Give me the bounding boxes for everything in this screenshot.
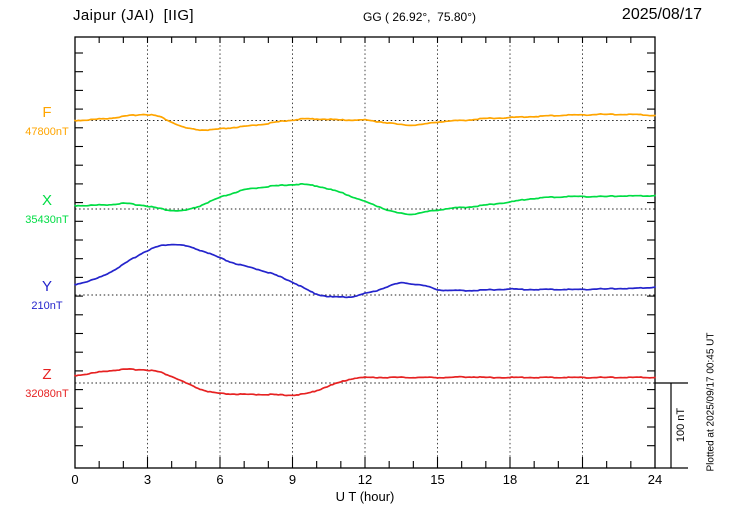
- x-axis-title: U T (hour): [335, 489, 395, 504]
- observation-date: 2025/08/17: [621, 6, 702, 23]
- amplitude-scale-label: 100 nT: [675, 407, 687, 443]
- station-title: Jaipur (JAI) [IIG]: [73, 7, 194, 24]
- x-axis-tick-label: 9: [288, 472, 297, 487]
- trace-label-x: X: [41, 192, 52, 209]
- geographic-coordinates: GG ( 26.92°, 75.80°): [363, 10, 476, 24]
- x-axis-tick-label: 21: [575, 472, 590, 487]
- trace-label-f: F: [42, 104, 52, 121]
- x-axis-tick-label: 6: [216, 472, 224, 487]
- trace-f: [74, 113, 656, 132]
- trace-baseline-value-z: 32080nT: [25, 388, 69, 400]
- trace-baseline-value-f: 47800nT: [25, 126, 69, 138]
- plotted-timestamp-note: Plotted at 2025/09/17 00:45 UT: [705, 332, 717, 472]
- x-axis-tick-label: 18: [502, 472, 518, 487]
- trace-y: [74, 243, 656, 299]
- x-axis-tick-label: 15: [430, 472, 445, 487]
- trace-x: [74, 183, 656, 216]
- trace-baseline-value-y: 210nT: [31, 300, 63, 312]
- x-axis-tick-label: 0: [71, 472, 79, 487]
- x-axis-tick-label: 24: [647, 472, 663, 487]
- trace-baseline-value-x: 35430nT: [25, 214, 69, 226]
- x-axis-tick-label: 12: [357, 472, 373, 487]
- x-axis-tick-label: 3: [143, 472, 152, 487]
- trace-z: [74, 368, 656, 397]
- trace-label-y: Y: [41, 278, 52, 295]
- trace-label-z: Z: [42, 366, 52, 383]
